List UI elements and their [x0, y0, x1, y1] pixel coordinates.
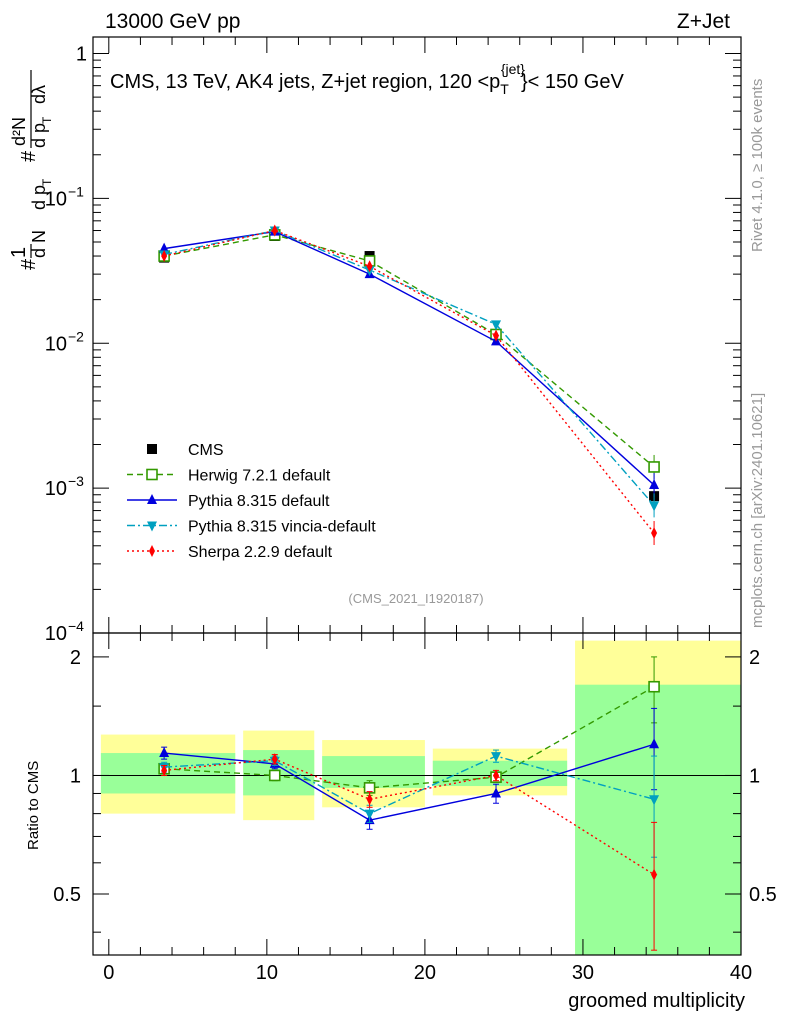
ylabel-hash: # — [18, 258, 40, 270]
legend-marker-3 — [147, 521, 157, 532]
header-right: Z+Jet — [677, 10, 730, 33]
ratio-frame — [92, 632, 742, 956]
ratio-ylabel: Ratio to CMS — [25, 761, 42, 850]
xtick-label-1: 10 — [256, 962, 278, 984]
ratio-point-3-0 — [161, 764, 168, 777]
legend-label-3: Pythia 8.315 vincia-default — [188, 519, 376, 536]
legend-label-4: Sherpa 2.2.9 default — [188, 544, 333, 561]
ylabel-hash2: # — [18, 150, 40, 162]
series-1 — [158, 229, 660, 479]
main-ytick-label-1: 10 — [45, 188, 67, 210]
xtick-label-0: 0 — [103, 962, 114, 984]
main-ytick-exp-2: −2 — [68, 328, 84, 344]
xtick-label-2: 20 — [414, 962, 436, 984]
legend-marker-1 — [146, 468, 158, 481]
xtick-label-3: 30 — [572, 962, 594, 984]
ratio-point-2-3 — [491, 752, 502, 763]
point-4-1 — [271, 224, 278, 237]
ratio-point-3-3 — [493, 769, 500, 782]
xtick-label-4: 40 — [730, 962, 752, 984]
point-4-0 — [161, 250, 168, 263]
ylabel-one: 1 — [8, 247, 30, 258]
ylabel-t2: T — [40, 116, 54, 124]
ratio-ytick-label-r-0: 0.5 — [749, 884, 777, 906]
ratio-plot — [158, 656, 660, 951]
legend-marker-4 — [149, 545, 155, 557]
series-line-2 — [164, 230, 655, 486]
ratio-point-1-4 — [649, 738, 660, 749]
point-1-4 — [648, 461, 660, 473]
ratio-ytick-label-0: 0.5 — [53, 884, 81, 906]
header-left: 13000 GeV pp — [105, 10, 240, 33]
legend-entry-3: Pythia 8.315 vincia-default — [127, 519, 376, 536]
point-2-0 — [159, 242, 170, 253]
rivet-label: Rivet 4.1.0, ≥ 100k events — [749, 79, 766, 252]
ylabel-dldl: d p — [29, 123, 49, 148]
ratio-point-0-4 — [648, 680, 660, 693]
legend-marker-0 — [147, 444, 157, 454]
ratio-point-2-2 — [364, 809, 375, 820]
series-line-4 — [163, 229, 655, 534]
ratio-ytick-label-2: 2 — [70, 647, 81, 669]
ylabel-dn: d N — [29, 230, 49, 258]
ratio-ytick-label-r-1: 1 — [749, 765, 760, 787]
series-line-1 — [163, 234, 655, 468]
main-ytick-label-3: 10 — [45, 478, 67, 500]
ratio-point-3-1 — [271, 753, 278, 766]
series-line-3 — [163, 229, 655, 506]
ylabel-lam: dλ — [29, 85, 49, 104]
main-ytick-label-2: 10 — [45, 333, 67, 355]
point-4-4 — [651, 527, 658, 540]
series-4 — [161, 224, 658, 546]
legend-entry-0: CMS — [147, 442, 224, 459]
ratio-line-0 — [164, 686, 655, 789]
main-ylabel: # 1 d N d p T # d²N d p T dλ — [8, 70, 54, 270]
point-3-3 — [491, 320, 502, 331]
ylabel-d2n: d²N — [9, 117, 29, 146]
legend-label-1: Herwig 7.2.1 default — [188, 468, 331, 485]
ratio-point-0-1 — [268, 769, 281, 782]
legend-entry-1: Herwig 7.2.1 default — [127, 468, 331, 485]
point-3-4 — [649, 501, 660, 512]
main-ytick-exp-4: −4 — [68, 618, 84, 634]
ratio-point-3-4 — [651, 868, 658, 881]
ratio-point-2-4 — [649, 795, 660, 806]
main-title: CMS, 13 TeV, AK4 jets, Z+jet region, 120… — [110, 61, 624, 97]
ratio-point-1-0 — [159, 747, 170, 758]
ratio-line-3 — [164, 758, 655, 876]
series-2 — [159, 225, 660, 498]
legend-entry-2: Pythia 8.315 default — [127, 493, 330, 510]
ylabel-t: T — [40, 178, 54, 186]
legend: CMS Herwig 7.2.1 default Pythia 8.315 defa… — [127, 442, 376, 561]
ratio-ytick-label-r-2: 2 — [749, 647, 760, 669]
axes: 110−110−210−310 −40.5 0.51 12 20 10 20 30 40 — [45, 36, 777, 984]
x-axis-label: groomed multiplicity — [568, 990, 745, 1012]
point-2-4 — [649, 479, 660, 490]
main-ytick-label-0: 1 — [76, 44, 87, 66]
legend-label-0: CMS — [188, 442, 224, 459]
main-ytick-label-4: 10 — [45, 623, 67, 645]
legend-label-2: Pythia 8.315 default — [188, 493, 330, 510]
ratio-ytick-label-1: 1 — [70, 765, 81, 787]
band-green-4 — [575, 684, 741, 955]
ylabel-dpt: d p — [29, 185, 49, 210]
point-4-2 — [366, 260, 373, 273]
ratio-series-3 — [161, 753, 658, 951]
point-4-3 — [493, 329, 500, 342]
ratio-point-1-3 — [491, 787, 502, 798]
analysis-annotation: (CMS_2021_I1920187) — [348, 591, 483, 606]
ratio-series-2 — [159, 749, 660, 858]
mcplots-label: mcplots.cern.ch [arXiv:2401.10621] — [749, 393, 766, 628]
main-ytick-exp-3: −3 — [68, 473, 84, 489]
ratio-bands — [93, 640, 741, 955]
main-plot — [158, 224, 660, 546]
main-ytick-exp-1: −1 — [68, 183, 84, 199]
legend-marker-2 — [147, 494, 157, 504]
legend-entry-4: Sherpa 2.2.9 default — [127, 544, 333, 561]
ratio-point-3-2 — [366, 793, 373, 806]
